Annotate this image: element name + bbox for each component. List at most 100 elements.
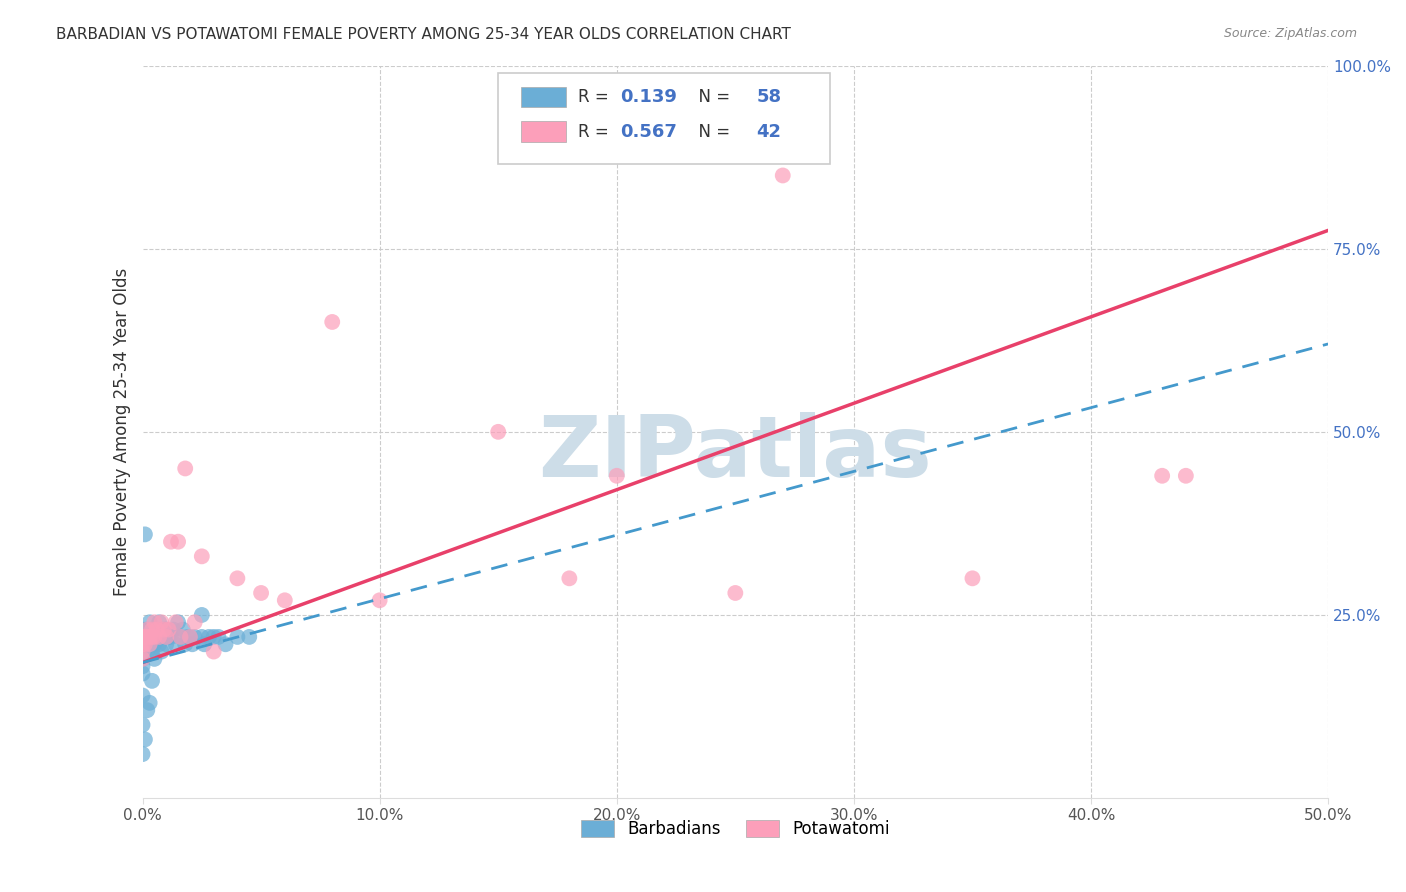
Legend: Barbadians, Potawatomi: Barbadians, Potawatomi bbox=[574, 814, 897, 845]
Point bbox=[174, 637, 197, 651]
Point bbox=[134, 637, 156, 651]
Point bbox=[145, 623, 167, 637]
Point bbox=[131, 637, 153, 651]
Text: 58: 58 bbox=[756, 88, 782, 106]
Point bbox=[486, 425, 509, 439]
Point bbox=[1152, 468, 1174, 483]
Point bbox=[165, 637, 187, 651]
Point bbox=[145, 630, 167, 644]
Point bbox=[138, 630, 160, 644]
Point bbox=[558, 571, 581, 585]
Point bbox=[157, 630, 180, 644]
Point bbox=[131, 689, 153, 703]
Text: 0.139: 0.139 bbox=[620, 88, 678, 106]
Text: Source: ZipAtlas.com: Source: ZipAtlas.com bbox=[1223, 27, 1357, 40]
Point bbox=[202, 630, 225, 644]
Point bbox=[962, 571, 984, 585]
Point bbox=[131, 747, 153, 761]
Point bbox=[145, 623, 167, 637]
Text: 42: 42 bbox=[756, 122, 782, 141]
Point bbox=[143, 630, 166, 644]
Point bbox=[141, 644, 163, 658]
Point bbox=[138, 696, 160, 710]
Point bbox=[165, 615, 187, 630]
Point bbox=[162, 623, 184, 637]
Point bbox=[274, 593, 297, 607]
Point bbox=[606, 468, 628, 483]
FancyBboxPatch shape bbox=[520, 121, 565, 142]
Point bbox=[150, 644, 173, 658]
Point bbox=[150, 630, 173, 644]
Point bbox=[772, 169, 794, 183]
Point bbox=[181, 637, 204, 651]
Point bbox=[155, 637, 177, 651]
Point bbox=[174, 461, 197, 475]
Point bbox=[176, 630, 198, 644]
Point bbox=[134, 527, 156, 541]
Point bbox=[148, 615, 170, 630]
Point bbox=[131, 623, 153, 637]
Point bbox=[131, 644, 153, 658]
Point bbox=[238, 630, 260, 644]
Point bbox=[136, 623, 159, 637]
Point bbox=[169, 630, 191, 644]
Text: ZIPatlas: ZIPatlas bbox=[538, 412, 932, 495]
Point bbox=[183, 630, 205, 644]
Point bbox=[167, 534, 190, 549]
Point bbox=[160, 630, 183, 644]
Point bbox=[214, 637, 236, 651]
Point bbox=[143, 630, 166, 644]
Text: N =: N = bbox=[688, 122, 735, 141]
Point bbox=[134, 630, 156, 644]
Point bbox=[155, 623, 177, 637]
Point bbox=[198, 630, 221, 644]
Point bbox=[368, 593, 391, 607]
Point bbox=[183, 615, 205, 630]
Point bbox=[191, 630, 214, 644]
Point bbox=[131, 630, 153, 644]
Y-axis label: Female Poverty Among 25-34 Year Olds: Female Poverty Among 25-34 Year Olds bbox=[114, 268, 131, 596]
Point bbox=[724, 586, 747, 600]
Point bbox=[134, 732, 156, 747]
Text: R =: R = bbox=[578, 88, 613, 106]
Point bbox=[141, 623, 163, 637]
Point bbox=[169, 630, 191, 644]
Point bbox=[153, 623, 176, 637]
Point bbox=[136, 644, 159, 658]
Point bbox=[150, 615, 173, 630]
Point bbox=[207, 630, 229, 644]
Point bbox=[131, 652, 153, 666]
FancyBboxPatch shape bbox=[520, 87, 565, 107]
Point bbox=[131, 659, 153, 673]
Point bbox=[141, 623, 163, 637]
Point bbox=[250, 586, 273, 600]
Point bbox=[148, 637, 170, 651]
Point bbox=[138, 615, 160, 630]
Point bbox=[131, 718, 153, 732]
Point bbox=[179, 630, 201, 644]
Point bbox=[143, 615, 166, 630]
Text: BARBADIAN VS POTAWATOMI FEMALE POVERTY AMONG 25-34 YEAR OLDS CORRELATION CHART: BARBADIAN VS POTAWATOMI FEMALE POVERTY A… bbox=[56, 27, 792, 42]
Point bbox=[136, 703, 159, 717]
Point bbox=[191, 549, 214, 564]
Point bbox=[153, 623, 176, 637]
Point bbox=[167, 615, 190, 630]
Point bbox=[191, 607, 214, 622]
Point bbox=[143, 652, 166, 666]
Point bbox=[141, 673, 163, 688]
Point bbox=[134, 630, 156, 644]
Point bbox=[136, 623, 159, 637]
Point bbox=[136, 630, 159, 644]
Text: N =: N = bbox=[688, 88, 735, 106]
Point bbox=[226, 571, 249, 585]
Point bbox=[131, 652, 153, 666]
Point bbox=[321, 315, 343, 329]
Text: R =: R = bbox=[578, 122, 613, 141]
Point bbox=[153, 630, 176, 644]
Point bbox=[160, 534, 183, 549]
Point bbox=[155, 630, 177, 644]
Point bbox=[138, 637, 160, 651]
FancyBboxPatch shape bbox=[498, 73, 830, 164]
Point bbox=[172, 623, 194, 637]
Point bbox=[138, 630, 160, 644]
